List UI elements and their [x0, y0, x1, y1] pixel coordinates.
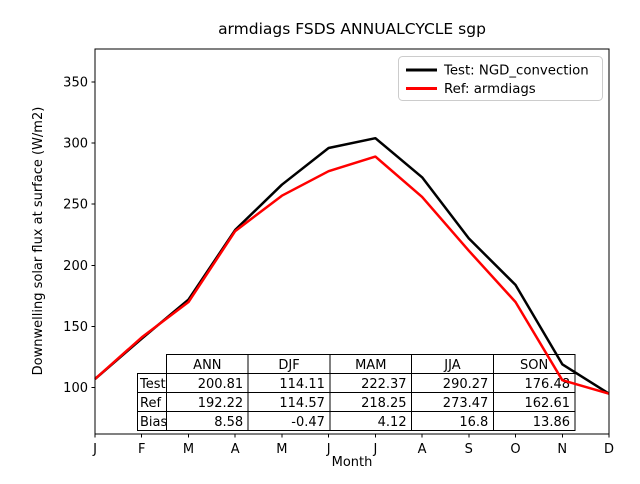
table-header-cell: JJA — [443, 358, 460, 373]
table-value-cell: 4.12 — [378, 415, 407, 430]
ref-line — [94, 155, 610, 395]
table-value-cell: 222.37 — [361, 377, 407, 392]
table-value-cell: 192.22 — [198, 396, 244, 411]
table-header-cell: DJF — [278, 358, 299, 373]
table-header-cell: SON — [520, 358, 548, 373]
y-axis-label: Downwelling solar flux at surface (W/m2) — [31, 107, 46, 376]
x-tick-label: N — [557, 442, 567, 457]
x-axis-label: Month — [332, 455, 373, 470]
table-value-cell: 13.86 — [533, 415, 570, 430]
test-line — [94, 136, 610, 395]
table-cell — [492, 411, 576, 431]
legend-entry-label: Ref: armdiags — [444, 82, 536, 97]
x-tick-label: J — [326, 442, 331, 457]
y-tick-label: 300 — [63, 137, 88, 152]
y-tick-label: 150 — [63, 320, 88, 335]
table-value-cell: -0.47 — [291, 415, 325, 430]
y-tick-label: 100 — [63, 381, 88, 396]
x-tick-label: S — [465, 442, 473, 457]
table-value-cell: 8.58 — [214, 415, 243, 430]
y-tick-label: 200 — [63, 259, 88, 274]
table-value-cell: 114.57 — [279, 396, 325, 411]
table-value-cell: 218.25 — [361, 396, 407, 411]
table-value-cell: 290.27 — [443, 377, 489, 392]
table-header-cell: ANN — [193, 358, 221, 373]
x-tick-label: M — [183, 442, 194, 457]
chart-title: armdiags FSDS ANNUALCYCLE sgp — [218, 20, 486, 38]
stats-table: ANN DJF MAM JJA SON Test 200.81 114.11 222.37 290… — [137, 354, 576, 431]
table-value-cell: 176.48 — [525, 377, 571, 392]
x-tick-label: J — [372, 442, 377, 457]
x-tick-label: A — [418, 442, 427, 457]
legend: Test: NGD_convection Ref: armdiags — [398, 56, 603, 101]
x-tick-label: O — [510, 442, 520, 457]
table-row-label: Bias — [140, 415, 167, 430]
x-tick-label: M — [276, 442, 287, 457]
y-tick-label: 350 — [63, 76, 88, 91]
table-value-cell: 200.81 — [198, 377, 244, 392]
table-value-cell: 273.47 — [443, 396, 489, 411]
table-row-label: Test — [139, 377, 166, 392]
x-tick-label: A — [231, 442, 240, 457]
table-value-cell: 162.61 — [525, 396, 571, 411]
table-value-cell: 114.11 — [279, 377, 325, 392]
x-tick-label: J — [92, 442, 97, 457]
x-tick-label: D — [604, 442, 614, 457]
y-tick-label: 250 — [63, 198, 88, 213]
table-header-cell: MAM — [355, 358, 386, 373]
table-row-label: Ref — [140, 396, 161, 411]
table-value-cell: 16.8 — [459, 415, 488, 430]
data-lines — [94, 136, 610, 395]
x-tick-label: F — [138, 442, 145, 457]
axes-frame — [94, 48, 610, 435]
legend-box — [398, 56, 603, 101]
legend-entry-label: Test: NGD_convection — [443, 64, 589, 79]
